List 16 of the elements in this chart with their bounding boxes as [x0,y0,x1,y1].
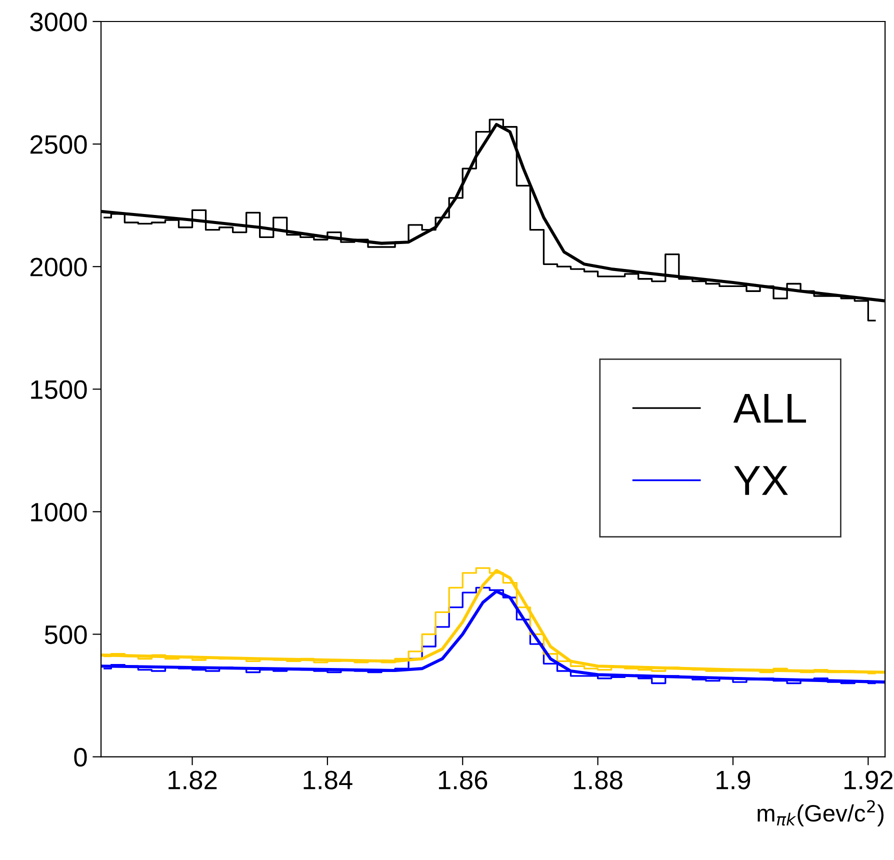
x-tick-label: 1.82 [168,770,217,790]
x-tick-label: 1.84 [304,770,352,790]
y-tick-label: 1500 [31,380,87,399]
y-tick-label: 3000 [30,12,87,32]
legend-label: YX [734,466,788,495]
y-tick-label: 1000 [31,502,87,522]
y-tick-label: 0 [74,748,87,767]
x-tick-label: 1.86 [438,770,488,790]
x-tick-label: 1.92 [844,770,893,790]
y-tick-label: 2500 [30,135,87,154]
x-tick-label: 1.88 [574,770,622,790]
legend-label: ALL [733,394,806,423]
y-tick-label: 500 [44,625,87,644]
x-axis-title: m$_{πk}$(Gev/c$^{2}$) [758,800,884,826]
x-tick-label: 1.9 [716,770,750,790]
y-tick-label: 2000 [30,258,87,276]
